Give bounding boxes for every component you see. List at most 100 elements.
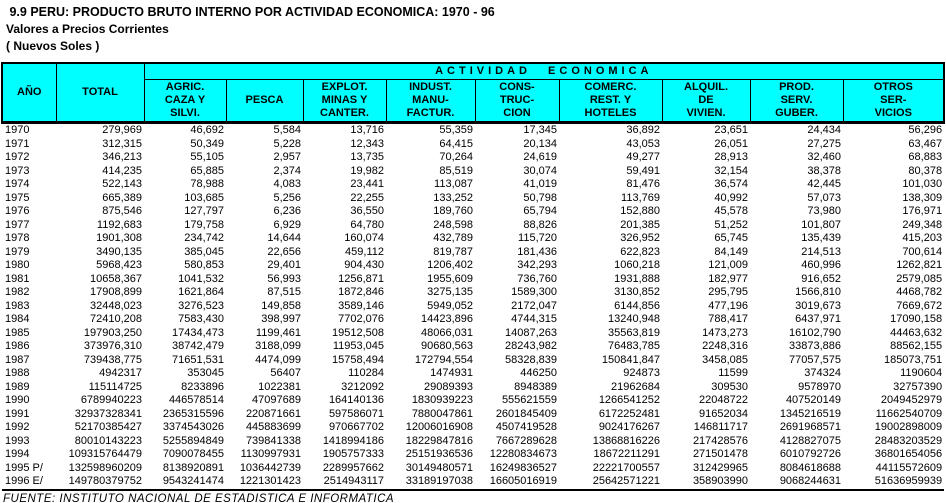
- value-cell: 2248,316: [702, 340, 748, 352]
- value-cell: 29089393: [424, 380, 473, 393]
- value-cell: 176,971: [902, 205, 943, 217]
- value-cell: 90680,563: [421, 340, 473, 352]
- value-cell: 197903,250: [83, 326, 142, 339]
- value-cell: 597586071: [328, 407, 384, 420]
- value-cell: 1190604: [900, 367, 943, 379]
- value-cell: 2,374: [273, 164, 301, 177]
- col-header-construccion: CONS- TRUC- CION: [474, 79, 560, 124]
- value-cell: 63,467: [908, 137, 943, 150]
- value-cell: 25642571221: [592, 475, 660, 487]
- value-cell: 179,758: [184, 218, 224, 231]
- value-cell: 185073,751: [883, 353, 943, 366]
- value-cell: 38742,479: [172, 340, 224, 352]
- table-row: 1971 312,315 50,349 5,228 12,343 64,415 20,134…: [2, 138, 944, 152]
- year-cell: 1996 E/: [5, 475, 43, 487]
- value-cell: 4942317: [99, 367, 142, 379]
- value-cell: 14087,263: [505, 326, 557, 339]
- value-cell: 13,735: [350, 151, 384, 163]
- table-row: 1989 115114725 8233896 1022381 3212092 290893…: [2, 381, 944, 395]
- value-cell: 48066,031: [421, 326, 473, 339]
- value-cell: 17434,473: [172, 326, 224, 339]
- table-header: AÑO TOTAL ACTIVIDAD ECONOMICA AGRIC. CAZA…: [1, 62, 945, 124]
- year-cell: 1986: [5, 340, 30, 352]
- value-cell: 36801654056: [874, 448, 943, 460]
- value-cell: 16102,790: [789, 326, 841, 339]
- value-cell: 904,430: [344, 259, 384, 271]
- value-cell: 2172,047: [511, 299, 557, 312]
- value-cell: 25151936536: [405, 448, 473, 460]
- table-row: 1995 P/132598960209 8138920891 1036442739 2…: [2, 462, 944, 476]
- value-cell: 22,255: [350, 191, 384, 204]
- value-cell: 432,789: [433, 232, 473, 244]
- value-cell: 152,880: [620, 205, 660, 217]
- value-cell: 5,256: [273, 191, 301, 204]
- value-cell: 398,997: [261, 313, 301, 325]
- value-cell: 44463,632: [890, 326, 943, 339]
- value-cell: 459,112: [345, 245, 384, 258]
- value-cell: 55,359: [439, 124, 473, 136]
- value-cell: 1266541252: [598, 394, 660, 406]
- value-cell: 3589,146: [338, 299, 384, 312]
- value-cell: 51636959939: [874, 475, 943, 487]
- subtitle-values: Valores a Precios Corrientes: [6, 22, 169, 36]
- value-cell: 9024176267: [598, 421, 660, 433]
- year-cell: 1983: [5, 299, 30, 312]
- value-cell: 56,993: [267, 272, 301, 285]
- col-header-total: TOTAL: [55, 62, 145, 124]
- col-header-otros-servicios: OTROS SER- VICIOS: [842, 79, 945, 124]
- value-cell: 1199,461: [255, 326, 301, 339]
- value-cell: 88,826: [523, 218, 557, 231]
- value-cell: 44115572609: [875, 461, 943, 474]
- value-cell: 4474,099: [255, 353, 301, 366]
- col-header-year: AÑO: [1, 62, 57, 124]
- value-cell: 28243,982: [505, 340, 557, 352]
- value-cell: 2365315596: [162, 407, 224, 420]
- subtitle-currency-unit: ( Nuevos Soles ): [6, 39, 100, 53]
- value-cell: 1060,218: [614, 259, 660, 271]
- value-cell: 80010143223: [74, 434, 142, 447]
- value-cell: 580,853: [184, 259, 224, 271]
- col-header-prod-serv-guber: PROD. SERV. GUBER.: [749, 79, 844, 124]
- group-header-row: AÑO TOTAL ACTIVIDAD ECONOMICA: [1, 62, 945, 124]
- col-header-pesca: PESCA: [225, 79, 304, 124]
- value-cell: 407520149: [785, 394, 841, 406]
- value-cell: 76483,785: [608, 340, 660, 352]
- year-cell: 1987: [5, 353, 30, 366]
- table-row: 1992 52170385427 3374543026 445883699 970667…: [2, 421, 944, 435]
- value-cell: 358903990: [692, 475, 748, 487]
- value-cell: 110284: [348, 367, 384, 379]
- value-cell: 71651,531: [172, 353, 224, 366]
- value-cell: 1221301423: [239, 475, 301, 487]
- group-header-actividad-economica: ACTIVIDAD ECONOMICA: [143, 62, 945, 80]
- year-cell: 1980: [5, 259, 30, 271]
- value-cell: 55,105: [190, 151, 224, 163]
- value-cell: 121,009: [708, 259, 748, 271]
- value-cell: 665,389: [102, 191, 142, 204]
- value-cell: 64,780: [350, 218, 384, 231]
- year-cell: 1972: [5, 151, 30, 163]
- year-cell: 1993: [5, 434, 30, 447]
- table-body: 1970 279,969 46,692 5,584 13,716 55,359 17,345…: [2, 123, 945, 490]
- value-cell: 18229847816: [405, 434, 473, 447]
- value-cell: 3130,852: [614, 286, 660, 298]
- value-cell: 271501478: [692, 448, 748, 460]
- value-cell: 970667702: [328, 421, 384, 433]
- year-cell: 1984: [5, 313, 30, 325]
- value-cell: 446578514: [168, 394, 224, 406]
- year-cell: 1970: [5, 124, 30, 136]
- year-cell: 1973: [5, 164, 30, 177]
- value-cell: 1036442739: [239, 461, 301, 474]
- year-cell: 1991: [5, 407, 30, 420]
- value-cell: 20,134: [523, 137, 557, 150]
- value-cell: 160,074: [344, 232, 384, 244]
- value-cell: 56,296: [908, 124, 943, 136]
- value-cell: 3212092: [341, 380, 384, 393]
- year-cell: 1974: [5, 178, 30, 190]
- value-cell: 181,436: [517, 245, 557, 258]
- value-cell: 3374543026: [162, 421, 224, 433]
- value-cell: 41,019: [523, 178, 557, 190]
- value-cell: 700,614: [902, 245, 943, 258]
- value-cell: 4128827075: [779, 434, 841, 447]
- value-cell: 8138920891: [162, 461, 224, 474]
- table-row: 1986 373976,310 38742,479 3188,099 11953,045…: [2, 340, 944, 354]
